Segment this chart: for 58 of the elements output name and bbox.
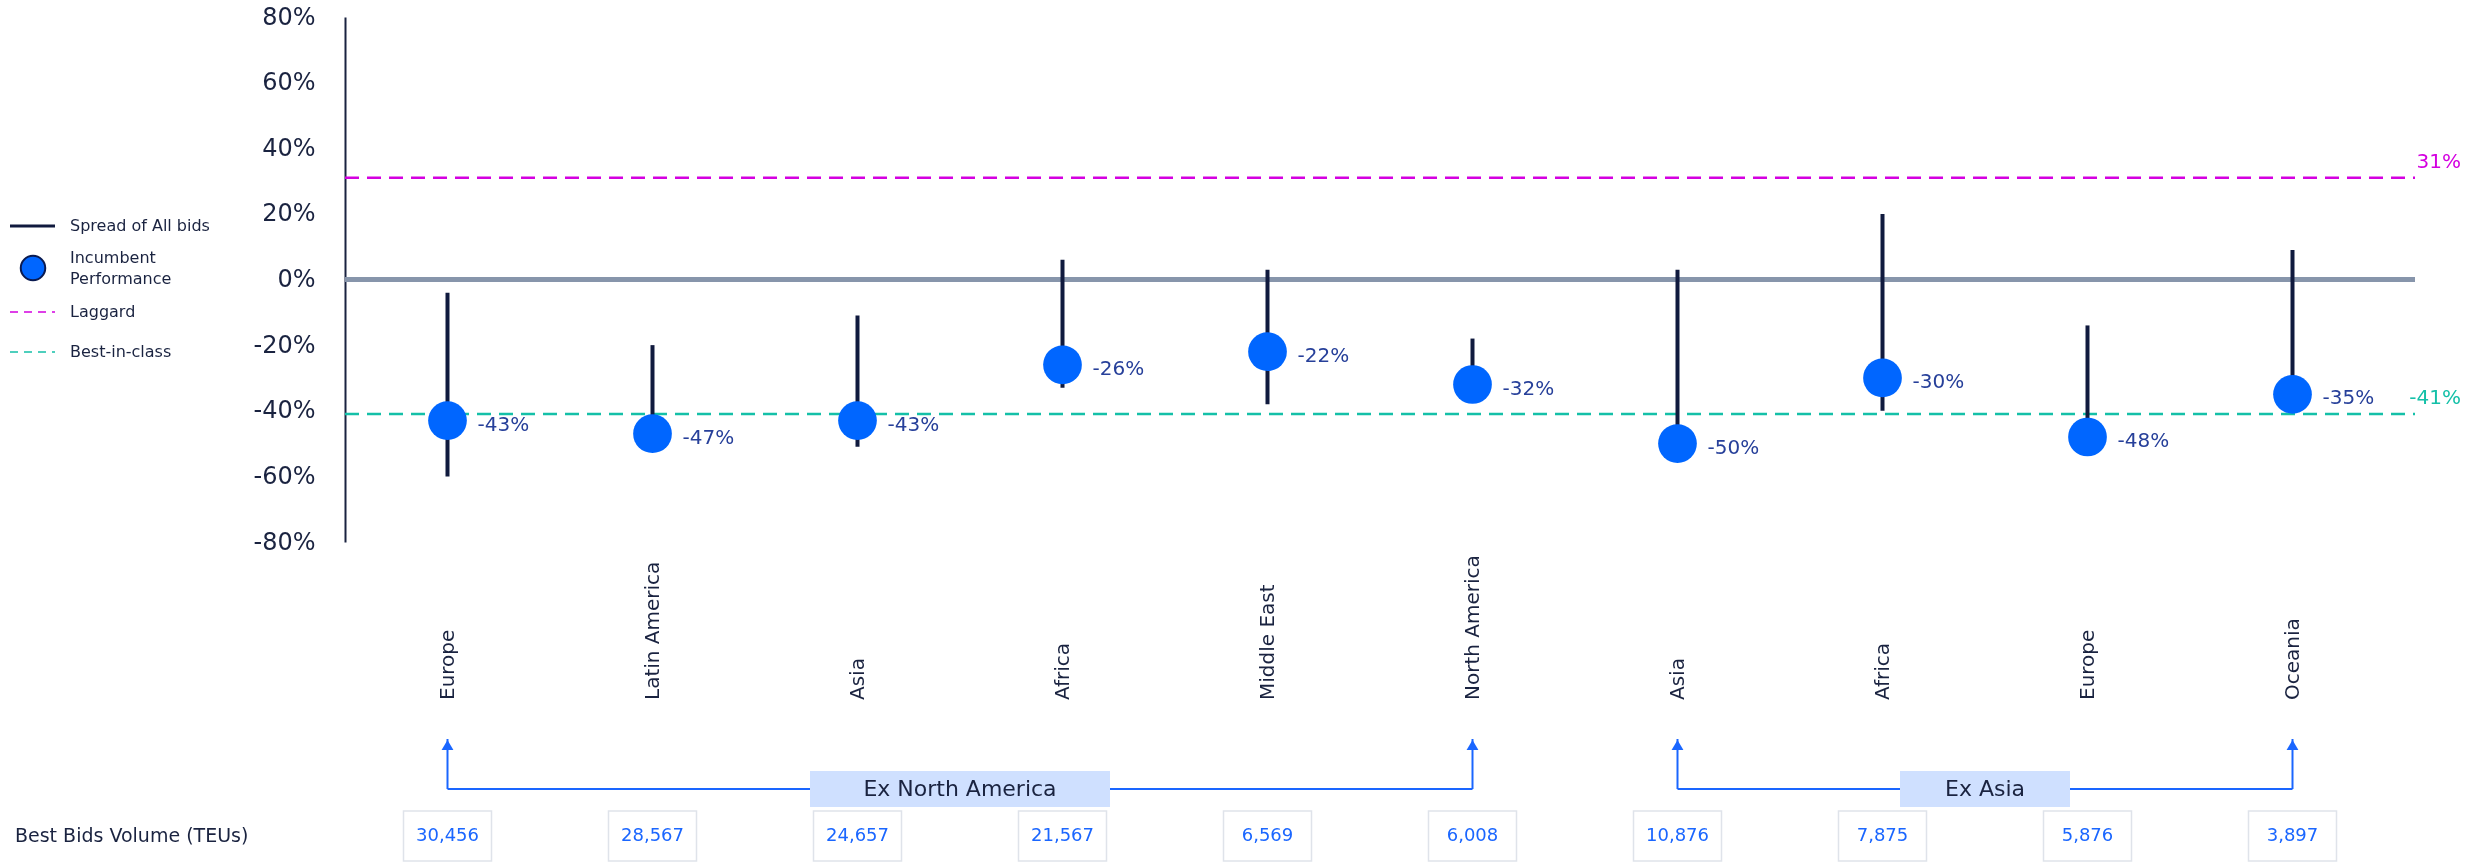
text: Ex North America bbox=[863, 776, 1057, 801]
text: 7,875 bbox=[1856, 824, 1909, 845]
point bbox=[2273, 375, 2312, 414]
text: 28,567 bbox=[621, 824, 684, 845]
x-tick-label: Europe bbox=[434, 629, 459, 700]
x-tick-label: Africa bbox=[1049, 642, 1074, 700]
point bbox=[1043, 345, 1082, 385]
data-label: -26% bbox=[1092, 355, 1145, 380]
point bbox=[1658, 424, 1697, 463]
legend-label: Best-in-class bbox=[70, 342, 172, 361]
legend-label: Incumbent Performance bbox=[70, 247, 172, 288]
y-tick-label: 0% bbox=[277, 265, 316, 293]
text: 6,008 bbox=[1446, 824, 1499, 845]
x-tick-label: Asia bbox=[844, 658, 869, 700]
y-tick-label: 40% bbox=[262, 133, 316, 162]
data-label: -32% bbox=[1502, 375, 1555, 400]
text: 3,897 bbox=[2266, 824, 2319, 845]
text: 21,567 bbox=[1031, 824, 1094, 845]
point bbox=[633, 414, 672, 454]
y-tick-label: 20% bbox=[262, 199, 316, 228]
x-tick-label: Latin America bbox=[639, 561, 664, 700]
y-tick-label: -40% bbox=[253, 396, 316, 425]
text: 5,876 bbox=[2061, 824, 2114, 845]
point bbox=[838, 401, 877, 440]
point bbox=[1248, 332, 1287, 372]
x-tick-label: Africa bbox=[1869, 642, 1894, 700]
y-tick-label: 80% bbox=[262, 2, 316, 31]
text: 30,456 bbox=[416, 824, 479, 845]
point bbox=[428, 401, 467, 440]
text: Best Bids Volume (TEUs) bbox=[15, 824, 249, 846]
data-label: -43% bbox=[887, 411, 940, 436]
data-label: -35% bbox=[2322, 385, 2375, 410]
text: 24,657 bbox=[826, 824, 889, 845]
x-tick-label: Europe bbox=[2074, 629, 2099, 700]
data-label: -48% bbox=[2117, 428, 2170, 452]
x-tick-label: Asia bbox=[1664, 658, 1689, 700]
y-tick-label: 60% bbox=[262, 68, 316, 97]
text: Ex Asia bbox=[1944, 776, 2026, 801]
annotation: -41% bbox=[2409, 385, 2461, 410]
legend-label: Laggard bbox=[70, 302, 136, 321]
legend-label: Spread of All bids bbox=[70, 216, 210, 235]
y-tick-label: -20% bbox=[253, 330, 316, 359]
text: 31% bbox=[2416, 148, 2461, 173]
x-tick-label: North America bbox=[1459, 555, 1484, 700]
data-label: -47% bbox=[682, 424, 735, 449]
point bbox=[1863, 358, 1902, 398]
y-tick-label: -60% bbox=[253, 461, 316, 490]
point bbox=[2068, 417, 2107, 457]
text: 6,569 bbox=[1241, 824, 1294, 845]
text: 10,876 bbox=[1646, 824, 1709, 845]
x-tick-label: Oceania bbox=[2279, 618, 2304, 700]
data-label: -30% bbox=[1912, 368, 1965, 393]
y-tick-label: -80% bbox=[253, 527, 316, 556]
point bbox=[1453, 365, 1492, 404]
data-label: -50% bbox=[1707, 434, 1760, 459]
data-label: -43% bbox=[477, 411, 530, 436]
x-tick-label: Middle East bbox=[1254, 584, 1279, 700]
data-label: -22% bbox=[1297, 342, 1350, 367]
